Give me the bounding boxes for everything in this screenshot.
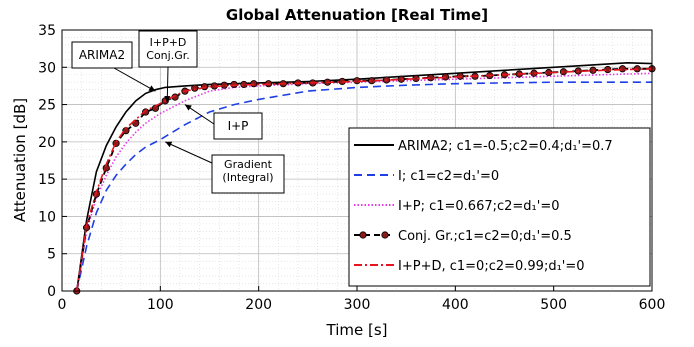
x-tick-label: 600 — [639, 297, 666, 313]
annotation-box — [211, 154, 285, 194]
annotation-text: I+P — [228, 119, 249, 133]
x-axis-label: Time [s] — [326, 321, 388, 339]
annotation-arrow — [165, 141, 213, 164]
annotation-text: ARIMA2 — [79, 48, 125, 62]
series-point-conjgr — [200, 83, 209, 91]
series-line-arima2 — [76, 61, 653, 292]
y-tick-label: 35 — [38, 23, 56, 39]
x-tick-label: 500 — [540, 297, 567, 313]
annotation-arrowhead — [184, 104, 192, 111]
legend-item-ip: I+P; c1=0.667;c2=d₁'=0 — [354, 199, 560, 214]
y-tick-label: 25 — [38, 98, 56, 114]
series-arima2 — [76, 61, 653, 292]
legend-item-integral: I; c1=c2=d₁'=0 — [354, 169, 499, 184]
legend-item-ipd: I+P+D, c1=0;c2=0.99;d₁'=0 — [354, 259, 585, 274]
x-axis-ticks: 0 100 200 300 400 500 600 — [58, 286, 666, 313]
annotation-arrowhead — [164, 95, 171, 103]
x-tick-label: 300 — [344, 297, 371, 313]
annotation-text: (Integral) — [222, 171, 273, 184]
y-tick-label: 20 — [38, 135, 56, 151]
x-tick-label: 400 — [442, 297, 469, 313]
series-point-conjgr — [250, 80, 258, 88]
series-point-conjgr — [151, 104, 160, 112]
series-ipd — [76, 68, 653, 292]
annotation-text: I+P+D — [150, 36, 187, 49]
series-line-conjgr — [75, 67, 652, 292]
annotation-arrowhead — [165, 141, 173, 148]
series-point-conjgr — [191, 84, 199, 92]
annotation-arrow — [113, 67, 156, 92]
legend-item-conjgr: Conj. Gr.;c1=c2=0;d₁'=0.5 — [354, 229, 572, 244]
legend-label: I+P; c1=0.667;c2=d₁'=0 — [398, 199, 560, 214]
annotation-grad: Gradient(Integral) — [165, 141, 285, 194]
y-tick-label: 0 — [47, 284, 56, 300]
legend-box — [348, 127, 651, 287]
annotation-box — [213, 112, 263, 140]
legend-label: ARIMA2; c1=-0.5;c2=0.4;d₁'=0.7 — [398, 139, 613, 154]
y-tick-label: 5 — [47, 247, 56, 263]
series-point-conjgr — [220, 81, 228, 89]
series-line-integral — [76, 81, 652, 292]
annotation-box — [71, 41, 133, 69]
legend-marker — [381, 231, 389, 239]
legend-item-arima2: ARIMA2; c1=-0.5;c2=0.4;d₁'=0.7 — [354, 139, 613, 154]
annotation-arima: ARIMA2 — [71, 41, 156, 92]
series-point-conjgr — [618, 65, 627, 73]
y-tick-label: 30 — [38, 60, 56, 76]
legend-label: Conj. Gr.;c1=c2=0;d₁'=0.5 — [398, 229, 572, 244]
x-tick-label: 100 — [147, 297, 174, 313]
x-tick-label: 200 — [245, 297, 272, 313]
series-integral — [76, 81, 652, 292]
annotation-ip: I+P — [184, 104, 263, 140]
series-layer — [73, 61, 656, 295]
y-axis-label: Attenuation [dB] — [11, 98, 29, 222]
chart-title: Global Attenuation [Real Time] — [226, 6, 488, 24]
legend: ARIMA2; c1=-0.5;c2=0.4;d₁'=0.7 I; c1=c2=d… — [348, 127, 651, 287]
y-tick-label: 15 — [38, 172, 56, 188]
annotation-text: Conj.Gr. — [146, 49, 189, 62]
legend-label: I; c1=c2=d₁'=0 — [398, 169, 499, 184]
y-tick-label: 10 — [38, 209, 56, 225]
y-axis-ticks: 0 5 10 15 20 25 30 35 — [38, 23, 67, 300]
x-tick-label: 0 — [58, 297, 67, 313]
legend-label: I+P+D, c1=0;c2=0.99;d₁'=0 — [398, 259, 585, 274]
annotation-text: Gradient — [224, 158, 273, 171]
legend-marker — [359, 231, 367, 239]
annotation-arrowhead — [148, 85, 156, 92]
series-line-ipd — [76, 68, 653, 292]
annotation-box — [138, 30, 198, 68]
